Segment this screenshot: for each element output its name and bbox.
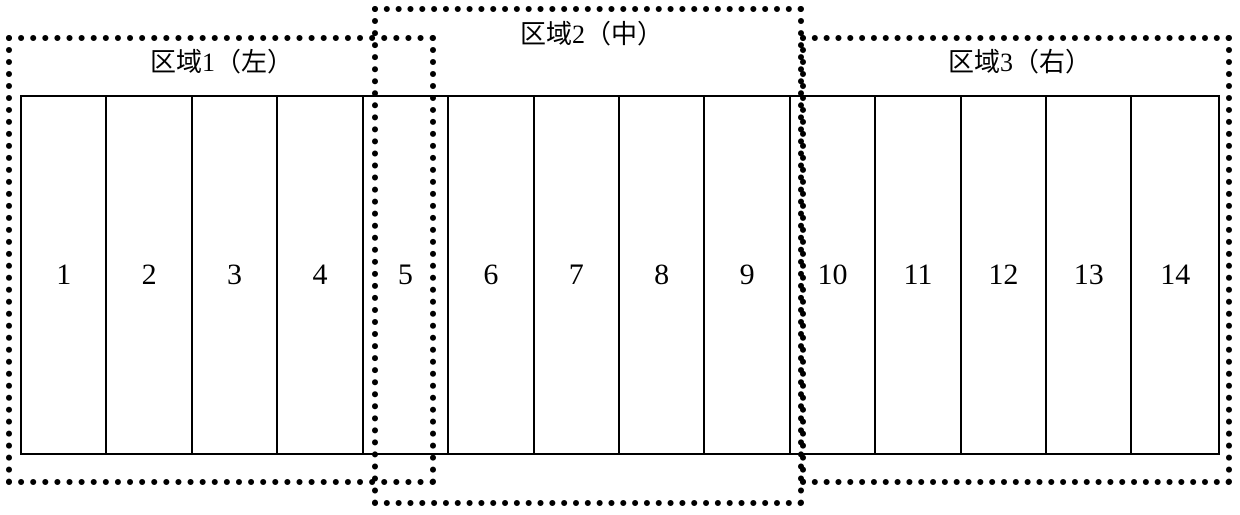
cell-5: 5 bbox=[364, 97, 449, 453]
cell-12: 12 bbox=[962, 97, 1047, 453]
cell-13: 13 bbox=[1047, 97, 1132, 453]
cell-6: 6 bbox=[449, 97, 534, 453]
cell-11: 11 bbox=[876, 97, 961, 453]
region-2-label: 区域2（中） bbox=[510, 14, 673, 51]
cells-strip: 1234567891011121314 bbox=[20, 95, 1220, 455]
cell-2: 2 bbox=[107, 97, 192, 453]
region-1-label: 区域1（左） bbox=[140, 42, 303, 79]
cell-1: 1 bbox=[22, 97, 107, 453]
region-3-label: 区域3（右） bbox=[938, 42, 1101, 79]
cell-7: 7 bbox=[535, 97, 620, 453]
cell-14: 14 bbox=[1132, 97, 1217, 453]
cell-4: 4 bbox=[278, 97, 363, 453]
cell-9: 9 bbox=[705, 97, 790, 453]
cell-3: 3 bbox=[193, 97, 278, 453]
cell-8: 8 bbox=[620, 97, 705, 453]
cell-10: 10 bbox=[791, 97, 876, 453]
diagram-stage: 区域2（中） 区域1（左） 区域3（右） 1234567891011121314 bbox=[0, 0, 1240, 515]
